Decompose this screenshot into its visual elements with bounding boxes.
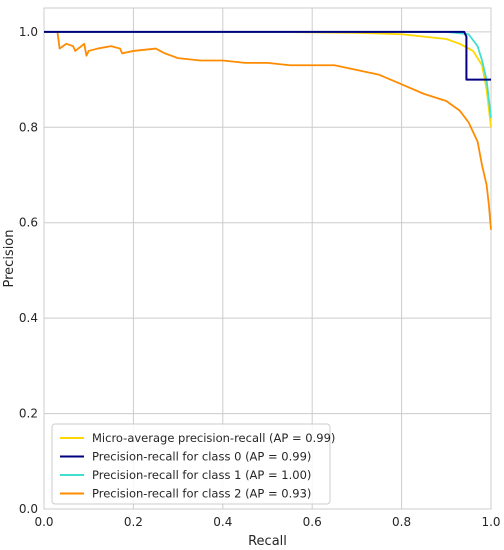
plot-frame <box>43 7 492 510</box>
axes-frame <box>43 7 492 510</box>
x-axis-label: Recall <box>248 534 287 549</box>
legend-label: Precision-recall for class 2 (AP = 0.93) <box>92 487 311 501</box>
x-tick-label: 0.2 <box>124 515 143 529</box>
y-tick-label: 0.4 <box>19 311 38 325</box>
x-tick-label: 0.4 <box>213 515 232 529</box>
y-tick-label: 0.2 <box>19 407 38 421</box>
series-line-1 <box>44 30 491 81</box>
legend-box <box>51 423 331 505</box>
y-tick-label: 0.6 <box>19 216 38 230</box>
series-line-2 <box>44 30 492 118</box>
legend-label: Micro-average precision-recall (AP = 0.9… <box>92 431 335 445</box>
x-tick-label: 0.6 <box>303 515 322 529</box>
x-tick-label: 0.0 <box>34 515 53 529</box>
x-tick-label: 0.8 <box>392 515 411 529</box>
legend-label: Precision-recall for class 1 (AP = 1.00) <box>92 468 311 482</box>
legend: Micro-average precision-recall (AP = 0.9… <box>51 423 335 505</box>
series-layer <box>44 30 492 230</box>
tick-labels: 0.0 0.2 0.4 0.6 0.8 1.0 0.0 0.2 0.4 0.6 0.8 1.0 <box>19 25 501 529</box>
y-tick-label: 0.8 <box>19 120 38 134</box>
x-tick-label: 1.0 <box>481 515 500 529</box>
y-axis-label: Precision <box>2 229 17 287</box>
y-tick-label: 1.0 <box>19 25 38 39</box>
series-line-3 <box>44 30 492 230</box>
y-tick-label: 0.0 <box>19 502 38 516</box>
legend-label: Precision-recall for class 0 (AP = 0.99) <box>92 450 311 464</box>
